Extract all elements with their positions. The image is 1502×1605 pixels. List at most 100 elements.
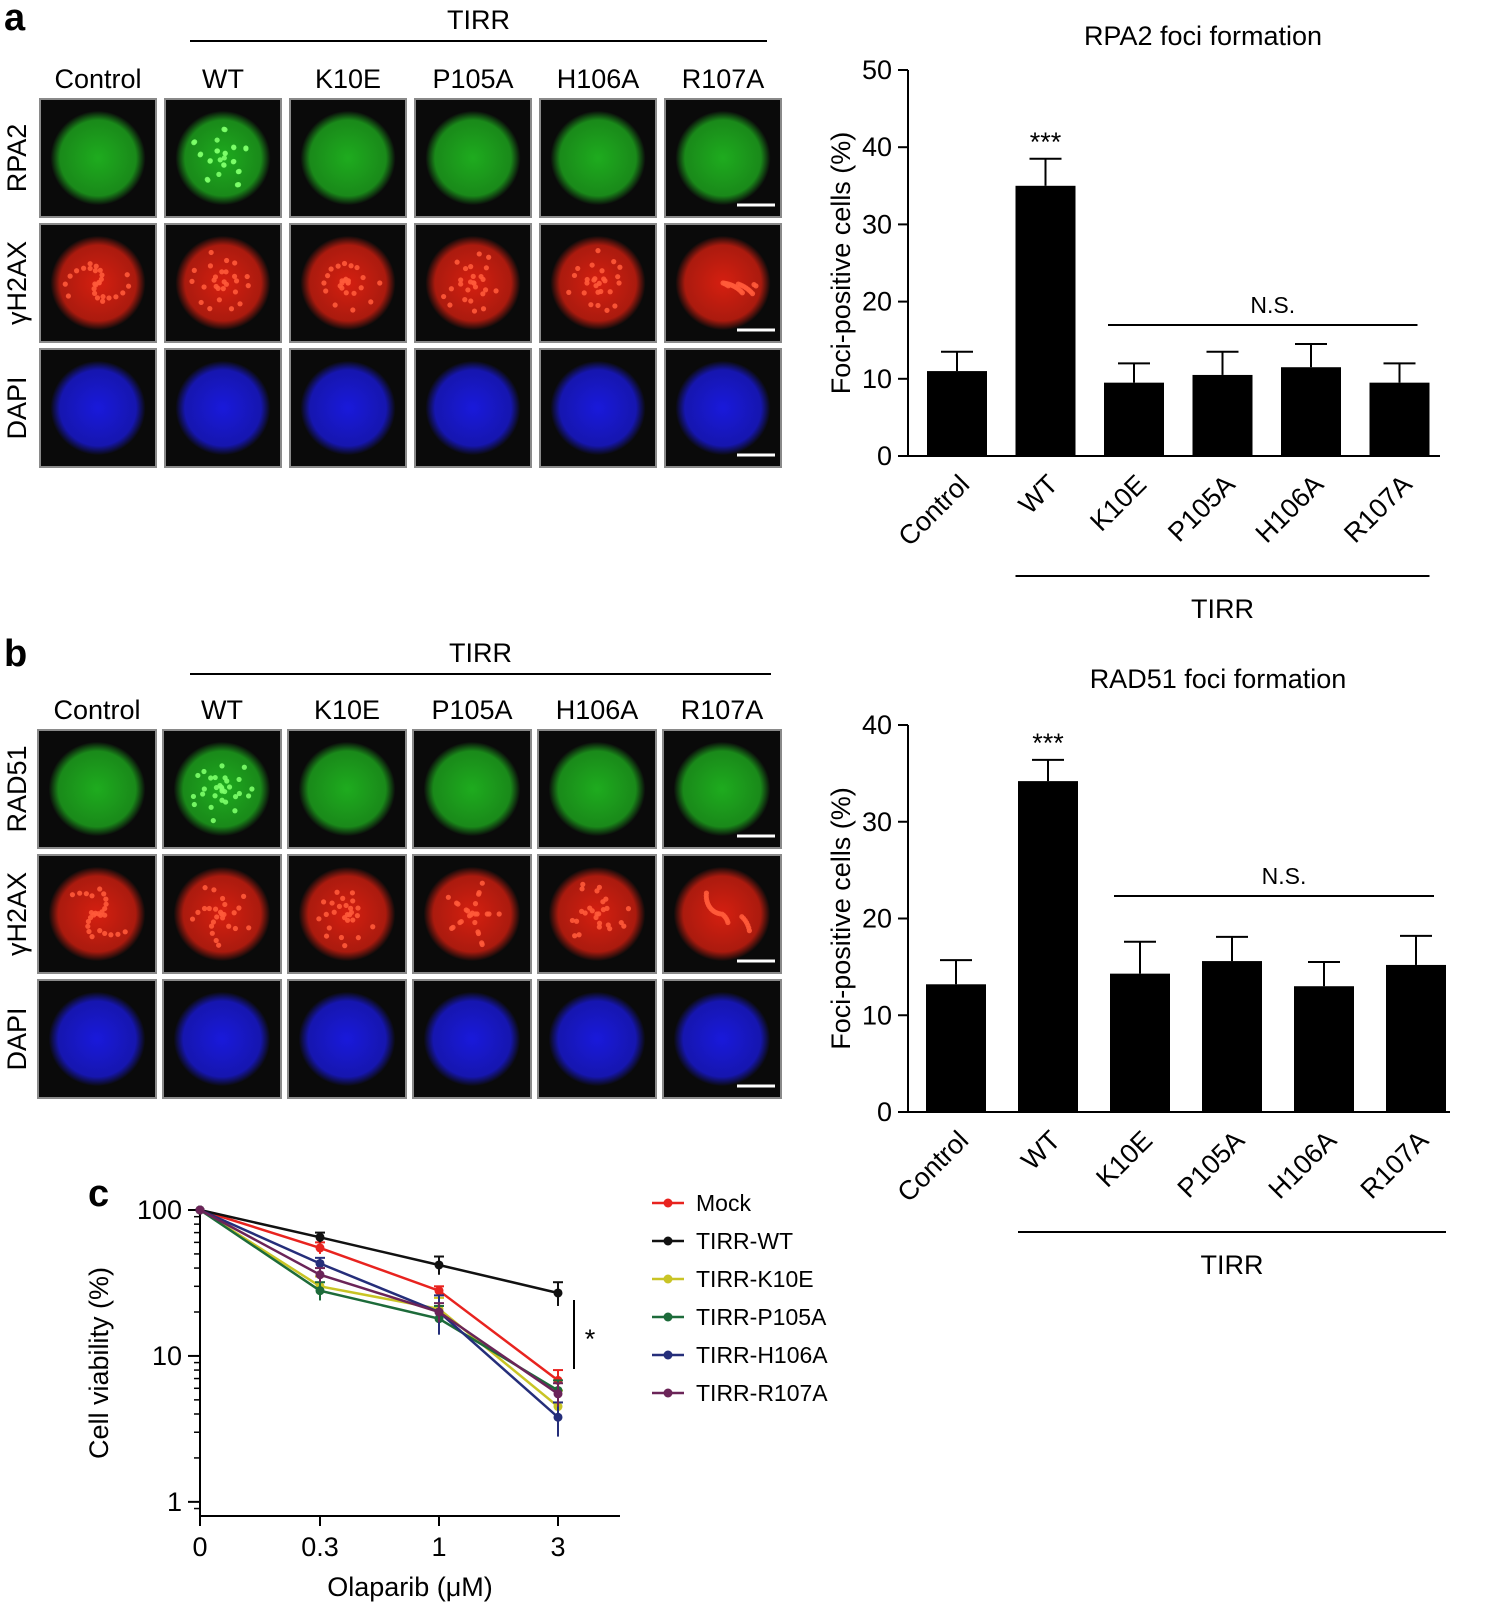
column-label: Control [54,64,141,94]
focus-dot [462,297,468,303]
focus-dot [115,931,121,937]
y-tick-label: 30 [862,807,892,837]
focus-dot [83,891,89,897]
cell-nucleus [675,110,771,206]
legend-swatch-marker [663,1236,673,1246]
focus-dot [355,935,361,941]
column-label: P105A [431,695,512,725]
significance-label: * [585,1324,596,1354]
legend-label: TIRR-P105A [696,1304,827,1330]
chart-title: RAD51 foci formation [1090,664,1347,694]
focus-dot [245,283,251,289]
focus-dot [320,899,327,905]
focus-dot [232,793,239,800]
focus-dot [73,268,80,274]
focus-dot [217,157,223,163]
cell-nucleus [175,360,271,456]
focus-dot [207,158,213,164]
focus-dot [479,880,485,886]
focus-dot [191,140,197,146]
y-tick-label: 10 [862,364,892,394]
column-label: R107A [681,695,764,725]
focus-dot [233,278,240,284]
focus-dot [573,918,580,924]
focus-dot [341,260,348,267]
group-label: TIRR [1201,1250,1264,1280]
focus-dot [124,272,130,278]
focus-dot [486,254,492,260]
cell-nucleus [548,741,646,837]
focus-dot [600,907,607,913]
cell-nucleus [423,991,521,1087]
focus-dot [108,932,114,938]
focus-dot [191,267,197,273]
focus-dot [85,918,92,925]
cell-nucleus [548,991,646,1087]
data-point [195,1205,205,1215]
data-point [553,1389,563,1399]
data-point [315,1286,325,1296]
focus-dot [471,280,477,286]
focus-dot [103,896,109,902]
focus-dot [212,793,218,799]
focus-dot [65,293,71,299]
bar [1104,382,1164,456]
focus-dot [703,890,710,896]
column-label: H106A [557,64,640,94]
focus-dot [480,291,486,297]
row-label: γH2AX [2,872,32,956]
cell-nucleus [298,741,396,837]
focus-dot [350,898,356,904]
focus-dot [480,306,487,312]
data-point [315,1258,325,1268]
focus-dot [216,942,222,948]
focus-dot [249,786,255,792]
focus-dot [600,899,606,905]
ns-label: N.S. [1262,863,1307,889]
panel-a-letter: a [4,0,26,39]
focus-dot [348,909,355,916]
y-axis-label: Foci-positive cells (%) [826,787,856,1050]
legend-swatch-marker [663,1312,673,1322]
column-label: H106A [556,695,639,725]
focus-dot [329,900,335,906]
focus-dot [354,264,360,271]
focus-dot [201,768,207,775]
series-line [199,1208,559,1392]
y-tick-label: 20 [862,287,892,317]
focus-dot [86,928,92,935]
bar [926,984,986,1112]
focus-dot [221,126,227,132]
focus-dot [458,281,464,287]
focus-dot [472,901,479,907]
focus-dot [208,804,214,810]
focus-dot [368,299,374,305]
focus-dot [100,294,106,300]
focus-dot [335,263,341,269]
column-label: K10E [314,695,380,725]
focus-dot [213,937,219,944]
focus-dot [343,290,349,296]
row-label: RAD51 [2,745,32,832]
data-point [434,1286,444,1296]
focus-dot [219,895,226,902]
focus-dot [454,259,460,265]
row-label: RPA2 [2,124,32,193]
focus-dot [479,940,485,946]
focus-dot [331,909,337,915]
cell-nucleus [50,110,146,206]
focus-dot [739,290,745,296]
focus-dot [445,894,451,900]
focus-dot [470,273,476,279]
focus-dot [89,934,95,940]
y-tick-label: 1 [167,1487,182,1517]
focus-dot [232,289,239,295]
focus-dot [321,280,327,286]
focus-dot [223,281,230,287]
bar-chart-rad51: RAD51 foci formation 0 10 20 30 40 Foci-positi… [826,664,1450,1280]
focus-dot [211,887,217,893]
focus-dot [595,302,601,309]
y-tick-label: 0 [877,441,892,471]
focus-dot [210,817,216,824]
focus-dot [584,276,590,283]
